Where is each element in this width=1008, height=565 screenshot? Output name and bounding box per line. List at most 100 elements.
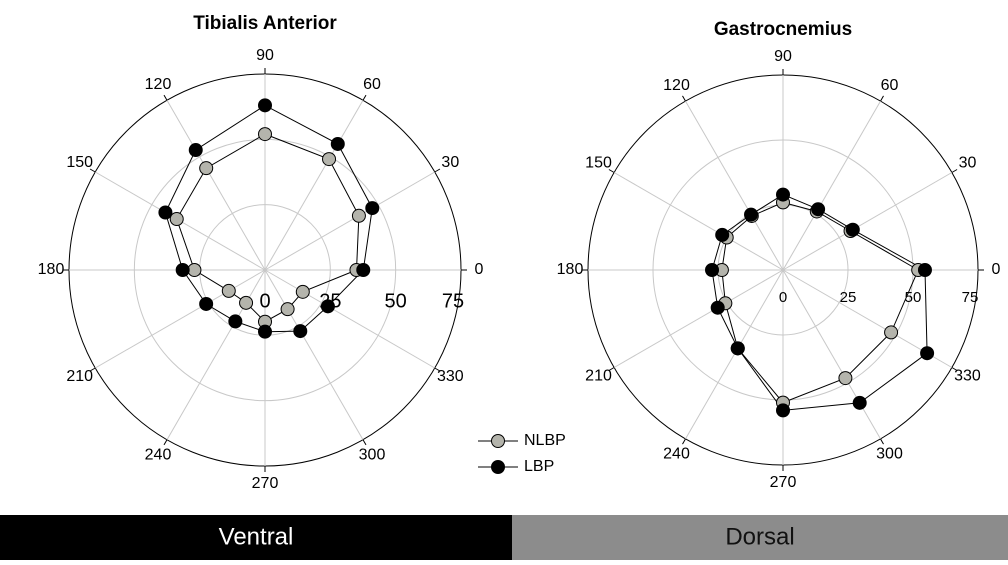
angle-label: 270	[252, 475, 279, 492]
angle-tick	[163, 439, 168, 446]
data-point	[199, 161, 214, 176]
data-point	[239, 295, 254, 310]
spoke	[613, 269, 784, 368]
angle-label: 210	[585, 368, 612, 385]
data-point	[710, 300, 725, 315]
data-point	[351, 208, 366, 223]
angle-tick	[89, 168, 96, 173]
angle-label: 150	[585, 155, 612, 172]
angle-tick	[608, 169, 615, 173]
angle-label: 0	[992, 261, 1001, 278]
angle-label: 60	[881, 77, 899, 94]
data-point	[258, 127, 272, 142]
data-point	[845, 222, 860, 237]
data-point	[776, 187, 790, 202]
data-point	[322, 152, 337, 167]
data-point	[158, 205, 173, 220]
angle-label: 180	[557, 261, 584, 278]
angle-label: 240	[145, 447, 172, 464]
spoke	[782, 172, 953, 271]
data-point	[293, 324, 308, 339]
data-point	[917, 263, 932, 277]
spoke	[166, 100, 266, 271]
angle-tick	[682, 438, 686, 445]
angle-tick	[434, 367, 441, 372]
data-point	[920, 346, 935, 361]
r-tick-label: 25	[840, 289, 857, 306]
chart-title: Tibialis Anterior	[193, 13, 337, 34]
angle-tick	[682, 95, 686, 102]
panel-label: Dorsal	[725, 523, 794, 550]
angle-label: 210	[66, 368, 93, 385]
dorsal-bar	[512, 515, 1008, 560]
angle-label: 300	[359, 447, 386, 464]
data-point	[852, 395, 867, 410]
angle-label: 120	[145, 76, 172, 93]
angle-label: 240	[663, 446, 690, 463]
spoke	[613, 172, 784, 271]
data-point	[365, 201, 380, 216]
angle-label: 60	[363, 76, 381, 93]
angle-label: 180	[38, 261, 65, 278]
angle-tick	[608, 367, 615, 371]
ventral-bar	[0, 515, 512, 560]
spoke	[685, 269, 784, 440]
spoke	[264, 269, 435, 369]
spoke	[685, 100, 784, 271]
data-point	[258, 98, 272, 113]
panel-label: Ventral	[219, 523, 294, 550]
r-tick-label: 0	[259, 290, 270, 312]
spoke	[166, 269, 266, 440]
angle-label: 90	[256, 47, 274, 64]
angle-tick	[880, 438, 884, 445]
data-point	[280, 302, 295, 317]
angle-label: 270	[770, 474, 797, 491]
data-point	[715, 227, 730, 242]
r-tick-label: 50	[385, 290, 407, 312]
legend-marker	[491, 460, 505, 474]
angle-tick	[163, 94, 168, 101]
legend-label: NLBP	[524, 432, 566, 449]
r-tick-label: 50	[905, 289, 922, 306]
data-point	[730, 341, 745, 356]
angle-label: 30	[441, 154, 459, 171]
data-point	[187, 263, 202, 277]
legend-marker	[491, 434, 505, 448]
spoke	[264, 171, 435, 271]
angle-tick	[362, 94, 367, 101]
data-point	[320, 299, 335, 314]
spoke	[264, 100, 364, 271]
angle-tick	[434, 168, 441, 173]
spoke	[782, 269, 881, 440]
data-point	[199, 296, 214, 311]
angle-label: 90	[774, 48, 792, 65]
angle-label: 330	[437, 368, 464, 385]
data-point	[884, 325, 899, 340]
data-point	[330, 136, 345, 151]
angle-label: 330	[954, 368, 981, 385]
spoke	[782, 100, 881, 271]
data-point	[175, 263, 190, 277]
angle-label: 300	[876, 446, 903, 463]
data-point	[169, 212, 184, 227]
data-point	[776, 403, 790, 418]
data-point	[356, 263, 371, 277]
data-point	[228, 314, 243, 329]
legend-label: LBP	[524, 458, 554, 475]
angle-tick	[880, 95, 884, 102]
data-point	[811, 202, 826, 217]
data-point	[258, 324, 272, 339]
series-line	[721, 201, 919, 404]
angle-label: 30	[959, 155, 977, 172]
angle-tick	[951, 367, 958, 371]
r-tick-label: 75	[442, 290, 464, 312]
angle-tick	[362, 439, 367, 446]
data-point	[188, 143, 203, 158]
data-point	[838, 371, 853, 386]
data-point	[744, 207, 759, 222]
r-tick-label: 75	[962, 289, 979, 306]
spoke	[95, 269, 266, 369]
r-tick-label: 0	[779, 289, 787, 306]
data-point	[221, 283, 236, 298]
